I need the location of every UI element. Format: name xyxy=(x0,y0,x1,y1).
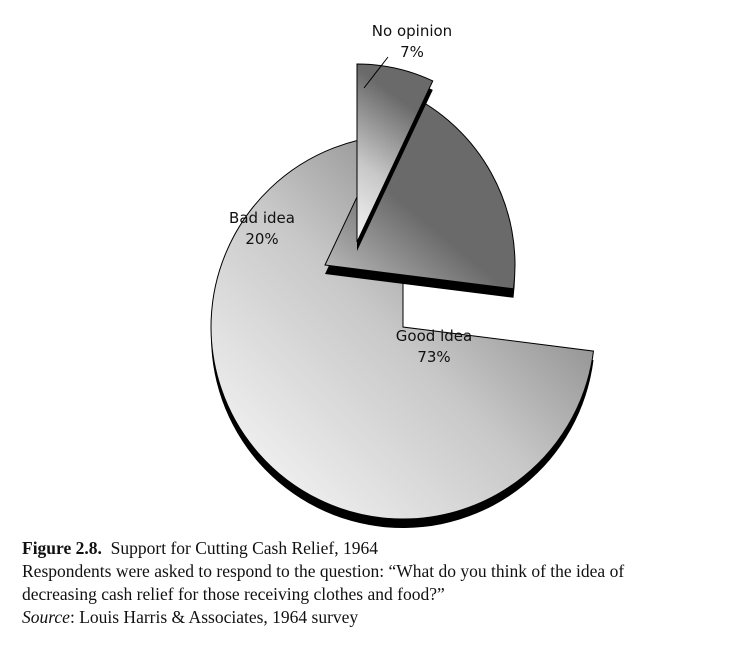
source-label: Source xyxy=(22,607,70,627)
slice-no-opinion-label: No opinion xyxy=(372,22,452,40)
caption-title-line: Figure 2.8. Support for Cutting Cash Rel… xyxy=(22,537,737,560)
caption-description-line-1: Respondents were asked to respond to the… xyxy=(22,561,625,581)
slice-no-opinion-value-label: 7% xyxy=(400,43,424,61)
source-text: : Louis Harris & Associates, 1964 survey xyxy=(69,607,359,627)
slice-no-opinion xyxy=(356,63,434,243)
slice-bad-idea-label: Bad idea xyxy=(229,209,295,227)
caption-source-line: Source: Louis Harris & Associates, 1964 … xyxy=(22,606,737,629)
caption-description-line-2: decreasing cash relief for those receivi… xyxy=(22,584,445,604)
figure-caption: Figure 2.8. Support for Cutting Cash Rel… xyxy=(22,537,737,629)
pie-chart: Good idea 73% Bad idea 20% No opinion 7% xyxy=(210,22,595,528)
no-opinion-leader-line xyxy=(363,56,389,89)
slice-good-idea xyxy=(210,134,595,520)
figure-number: Figure 2.8. xyxy=(22,538,102,558)
slice-good-idea-label: Good idea xyxy=(396,327,472,345)
slice-bad-idea-value-label: 20% xyxy=(245,230,278,248)
figure-title: Support for Cutting Cash Relief, 1964 xyxy=(110,538,378,558)
slice-bad-idea xyxy=(324,92,516,290)
slice-good-idea-value-label: 73% xyxy=(417,348,450,366)
